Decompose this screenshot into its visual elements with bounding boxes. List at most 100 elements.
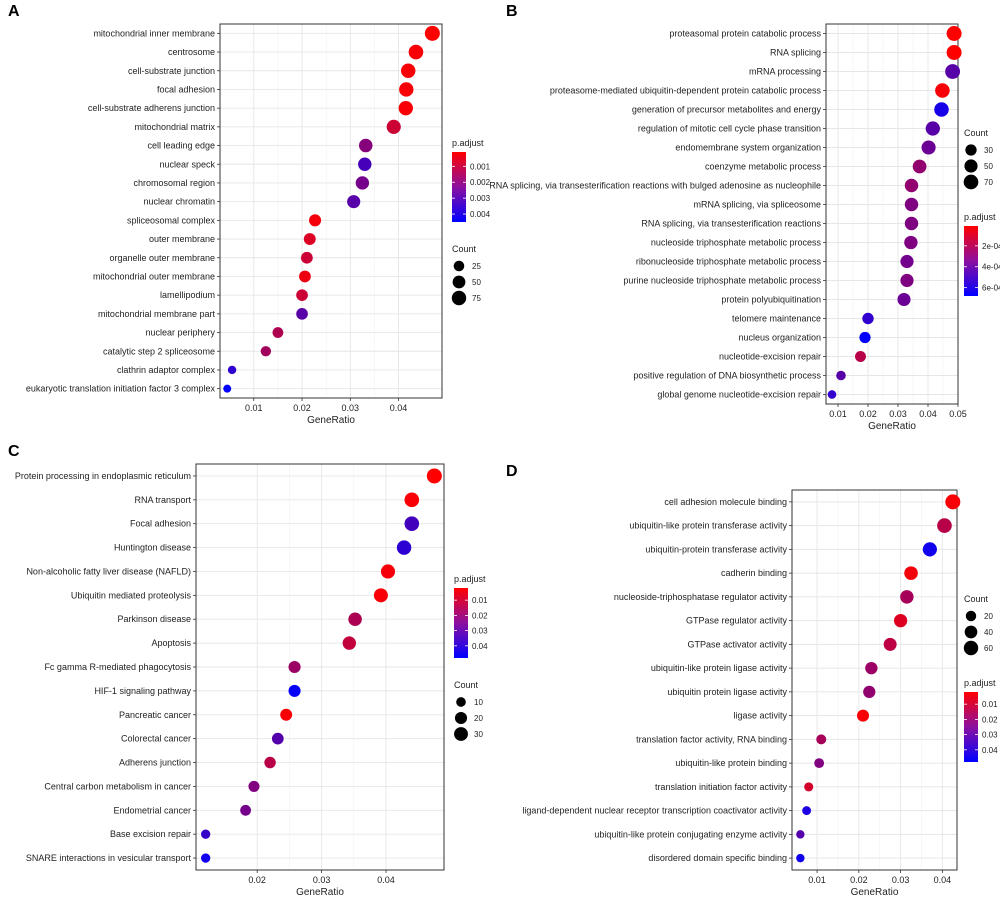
data-point (398, 100, 413, 116)
data-point (342, 636, 356, 650)
category-label: ubiquitin-like protein transferase activ… (629, 521, 787, 531)
color-legend-label: 0.04 (472, 642, 488, 651)
category-label: Apoptosis (151, 638, 191, 648)
size-legend-label: 70 (984, 178, 993, 187)
category-label: HIF-1 signaling pathway (94, 686, 191, 696)
data-point (912, 159, 927, 174)
category-label: mitochondrial matrix (134, 122, 215, 132)
data-point (893, 613, 908, 628)
data-point (934, 102, 949, 117)
category-label: ligand-dependent nuclear receptor transc… (522, 806, 787, 816)
size-legend-label: 30 (984, 146, 993, 155)
data-point (355, 176, 370, 190)
category-label: spliceosomal complex (127, 215, 216, 225)
size-legend-label: 25 (472, 262, 481, 271)
size-legend-dot (452, 275, 466, 289)
category-label: Protein processing in endoplasmic reticu… (15, 471, 191, 481)
panel-c: C 0.02 0.03 0.04 Protein processing in endop… (8, 443, 488, 898)
color-legend-title: p.adjust (452, 138, 484, 148)
x-tick-label: 0.04 (390, 403, 408, 413)
category-label: nuclear chromatin (143, 197, 215, 207)
data-point (865, 661, 878, 675)
data-point (280, 708, 293, 721)
data-point (862, 312, 874, 325)
panel-a: A 0.01 0.02 0.03 0.04 mitochondrial inner mem… (8, 3, 491, 426)
x-tick-label: 0.01 (245, 403, 263, 413)
color-legend-bar (964, 692, 978, 762)
category-label: organelle outer membrane (109, 253, 215, 263)
category-label: cadherin binding (721, 568, 787, 578)
color-legend-label: 2e-04 (982, 242, 1000, 251)
category-label: SNARE interactions in vesicular transpor… (26, 853, 192, 863)
panel-letter: B (506, 3, 518, 20)
data-point (935, 83, 950, 98)
size-legend-dot (963, 174, 979, 190)
plot-border (219, 23, 443, 399)
x-tick-label: 0.04 (934, 875, 952, 885)
category-label: RNA splicing, via transesterification re… (641, 219, 821, 229)
color-legend-title: p.adjust (964, 212, 996, 222)
data-point (945, 494, 961, 510)
data-point (386, 119, 401, 134)
data-point (396, 540, 412, 555)
data-point (946, 26, 962, 41)
x-axis-title: GeneRatio (851, 887, 899, 898)
data-point (401, 63, 416, 78)
data-point (859, 331, 871, 344)
data-point (883, 637, 897, 651)
category-label: GTPase regulator activity (686, 616, 788, 626)
panel-b: B 0.01 0.02 0.03 0.04 0.05 proteasomal protein… (489, 3, 1000, 432)
data-point (804, 782, 814, 792)
data-point (296, 308, 308, 320)
data-point (303, 233, 316, 246)
category-label: mRNA processing (749, 67, 821, 77)
category-label: RNA transport (134, 495, 191, 505)
plot-area (219, 23, 443, 399)
category-label: mRNA splicing, via spliceosome (693, 200, 821, 210)
size-legend-dot (965, 144, 977, 156)
size-legend-dot (451, 290, 467, 306)
panel-letter: C (8, 443, 20, 460)
category-label: positive regulation of DNA biosynthetic … (633, 371, 821, 381)
data-point (900, 273, 914, 288)
color-legend-label: 0.003 (470, 194, 491, 203)
category-label: ubiquitin-protein transferase activity (645, 544, 787, 554)
plot-border (791, 489, 958, 871)
category-label: mitochondrial membrane part (98, 309, 216, 319)
size-legend-title: Count (964, 128, 989, 138)
data-point (904, 197, 919, 212)
x-tick-label: 0.03 (342, 403, 360, 413)
data-point (946, 45, 962, 60)
data-point (271, 732, 284, 745)
category-label: chromosomal region (133, 178, 215, 188)
category-label: ligase activity (733, 711, 787, 721)
category-label: telomere maintenance (732, 314, 821, 324)
data-point (904, 235, 918, 250)
x-tick-label: 0.02 (248, 875, 266, 885)
size-legend-dot (963, 640, 979, 656)
color-legend-title: p.adjust (454, 574, 486, 584)
category-label: Focal adhesion (130, 519, 191, 529)
plot-border (195, 463, 445, 871)
data-point (227, 365, 237, 375)
x-tick-label: 0.03 (313, 875, 331, 885)
color-legend-bar (964, 226, 978, 296)
category-label: generation of precursor metabolites and … (632, 105, 822, 115)
data-point (399, 82, 414, 97)
category-label: global genome nucleotide-excision repair (657, 390, 821, 400)
category-label: proteasome-mediated ubiquitin-dependent … (550, 86, 822, 96)
data-point (358, 157, 372, 171)
category-label: Pancreatic cancer (119, 710, 191, 720)
x-axis-title: GeneRatio (307, 415, 355, 426)
size-legend-title: Count (452, 244, 477, 254)
category-label: cell leading edge (147, 141, 215, 151)
category-label: RNA splicing, via transesterification re… (489, 181, 821, 191)
color-legend-label: 0.04 (982, 746, 998, 755)
category-label: Central carbon metabolism in cancer (44, 781, 191, 791)
data-point (380, 564, 396, 579)
plot-border (825, 23, 959, 405)
data-point (796, 853, 805, 863)
data-point (201, 853, 211, 863)
category-label: coenzyme metabolic process (705, 162, 822, 172)
